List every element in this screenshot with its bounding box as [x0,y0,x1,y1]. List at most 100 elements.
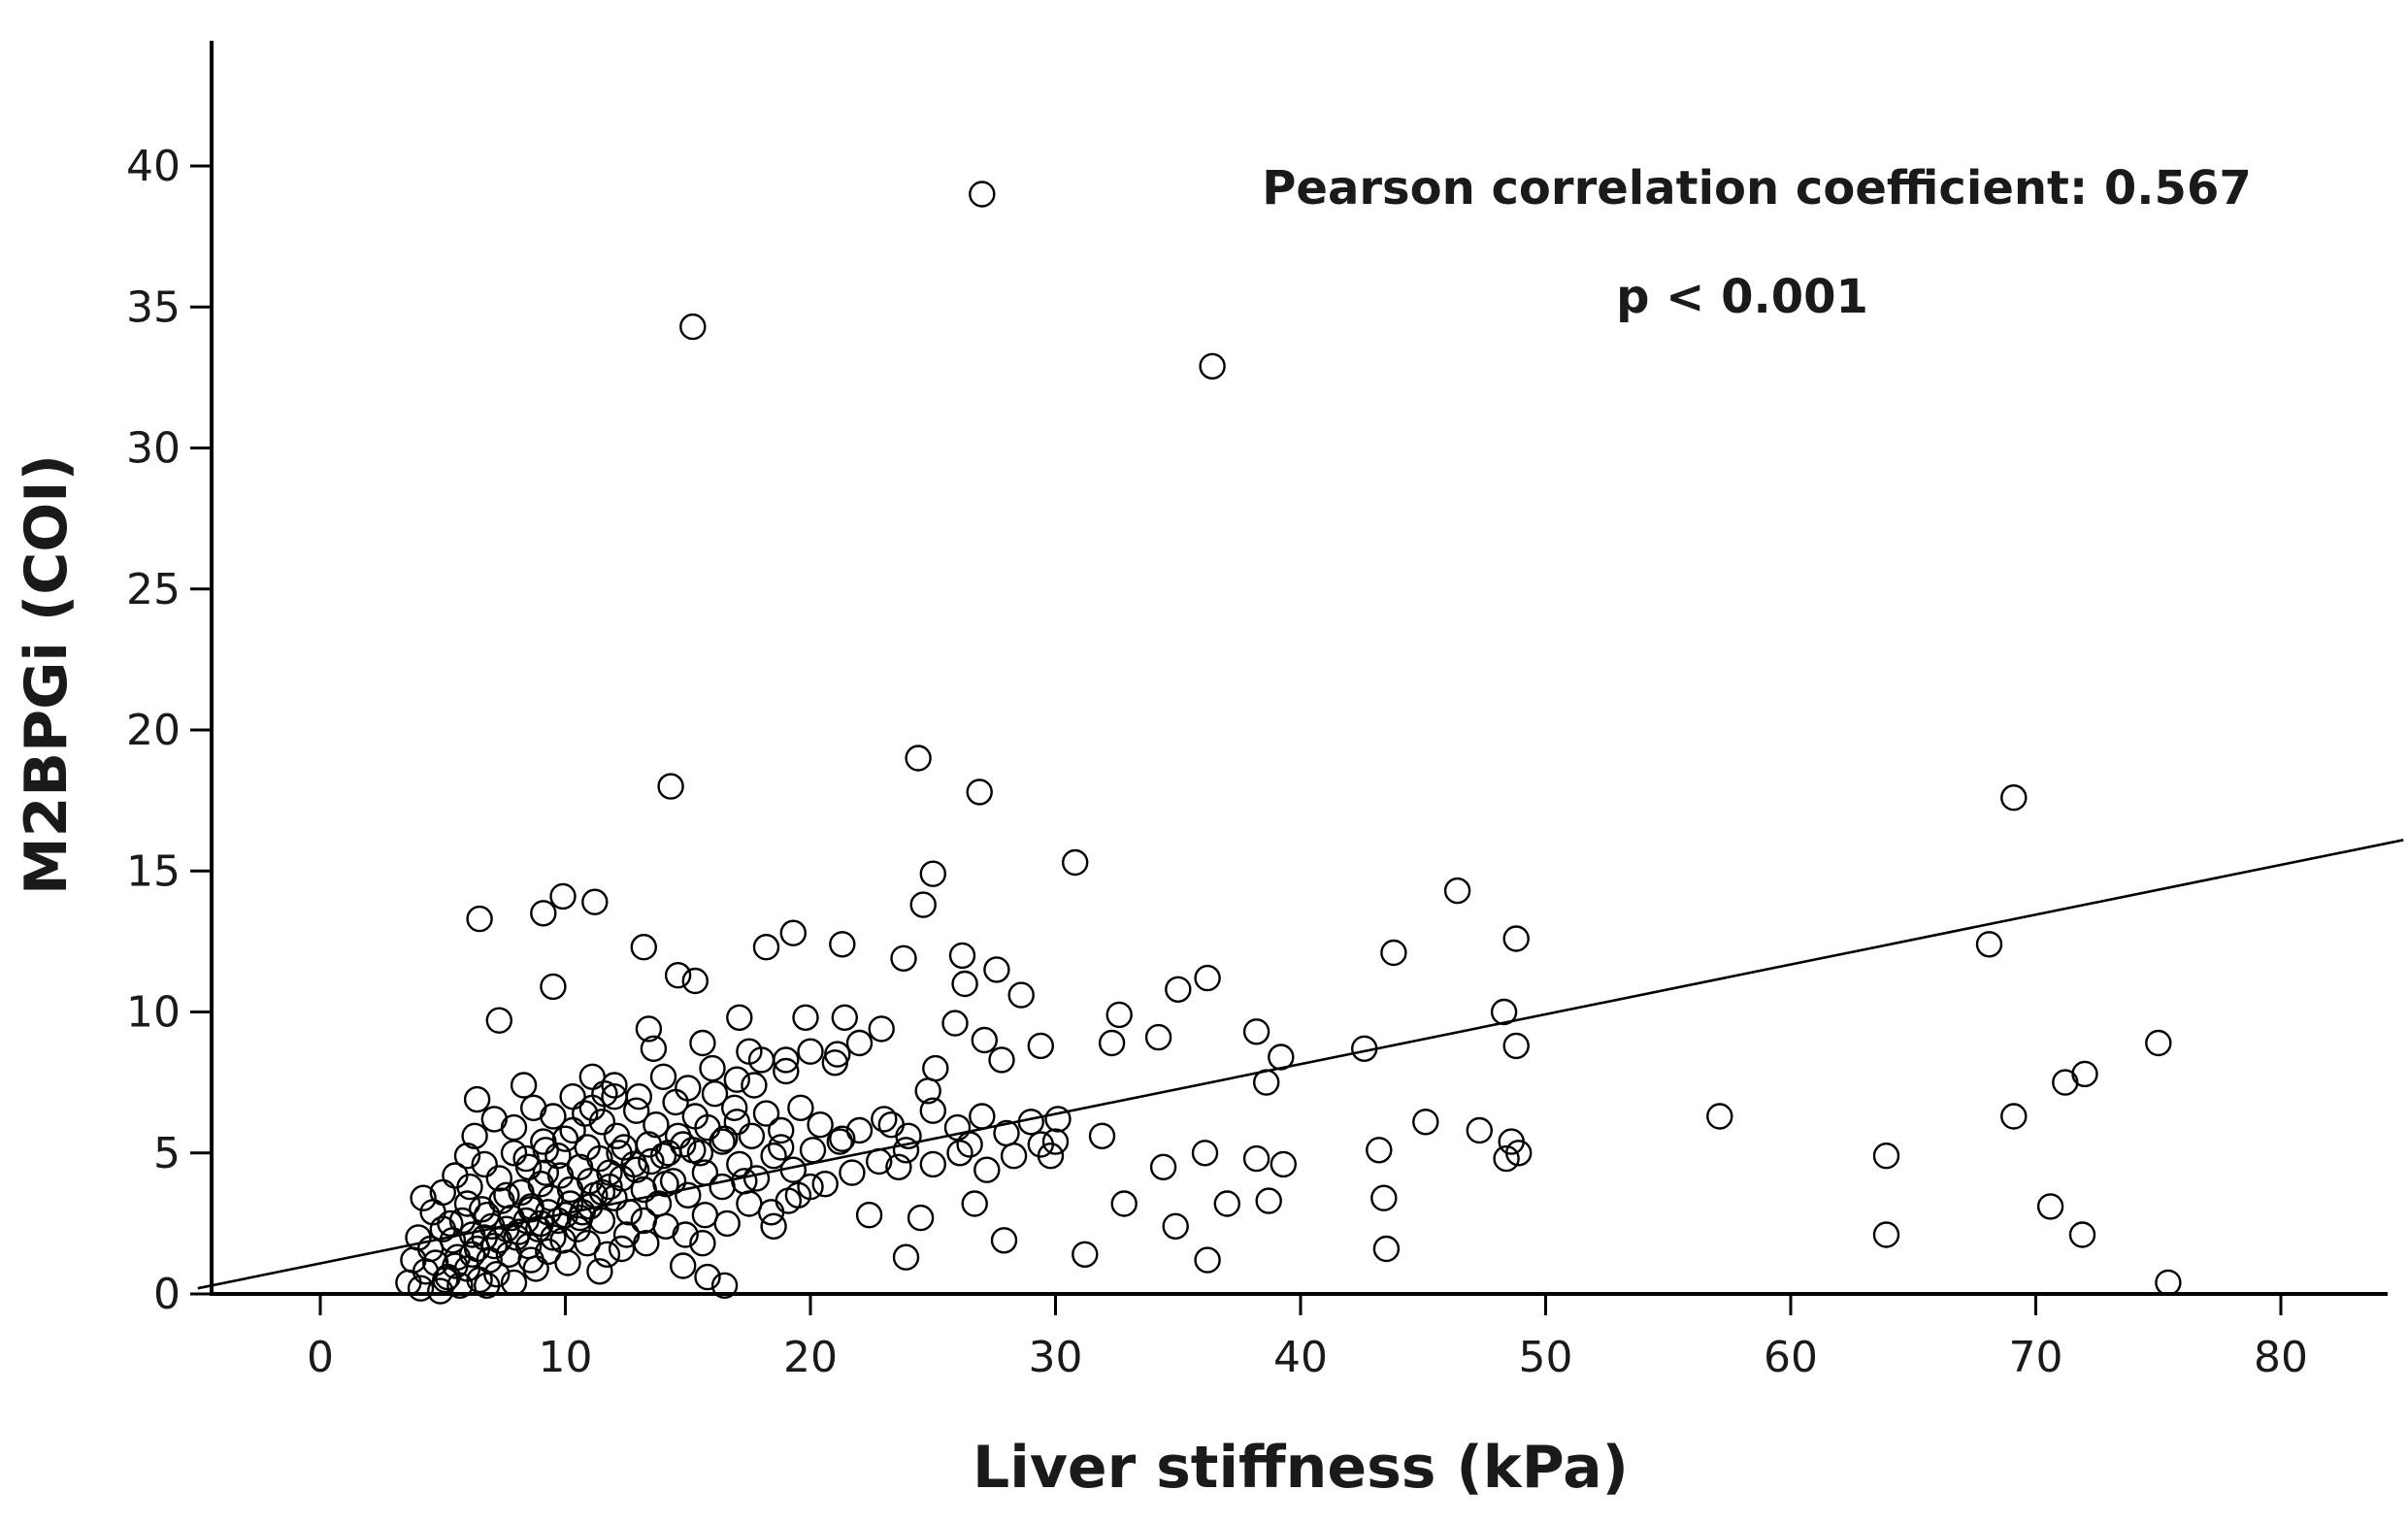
scatter-point [654,1140,682,1167]
scatter-point [784,1181,812,1209]
scatter-point [941,1010,969,1037]
scatter-point [943,1113,972,1142]
y-tick-label: 30 [126,424,181,474]
y-tick-label: 5 [153,1129,181,1178]
scatter-point [726,1004,753,1032]
scatter-point [601,1184,628,1211]
scatter-point [909,891,937,918]
p-value-annotation: p < 0.001 [1616,270,1868,324]
scatter-point [608,1235,636,1263]
scatter-point [615,1199,643,1226]
scatter-point [591,1079,618,1108]
scatter-point [691,1201,719,1229]
y-tick-label: 40 [126,142,181,191]
x-tick-label: 80 [2254,1333,2308,1382]
scatter-point [657,773,684,800]
scatter-point [532,1137,559,1164]
scatter-point [1213,1190,1241,1217]
scatter-point [593,1241,621,1269]
scatter-point [709,1173,736,1201]
scatter-point [1098,1029,1126,1057]
scatter-point [694,1263,721,1291]
scatter-point [630,934,657,961]
scatter-point [572,1100,599,1127]
scatter-point [709,1128,736,1155]
axes-layer [190,41,2388,1315]
scatter-point [824,1041,851,1068]
y-tick-label: 25 [126,565,181,614]
scatter-point [500,1269,528,1297]
y-tick-label: 10 [126,988,181,1038]
scatter-point [890,944,917,972]
scatter-point [1872,1221,1900,1248]
scatter-point [1242,1144,1270,1173]
scatter-point [675,1181,702,1209]
x-tick-label: 20 [783,1333,838,1382]
scatter-point [721,1094,748,1122]
scatter-point [966,779,993,806]
scatter-point [670,1131,697,1158]
scatter-point [1372,1235,1401,1263]
scatter-point [779,919,807,946]
y-tick-label: 20 [126,706,181,755]
scatter-point [2036,1193,2064,1220]
scatter-point [574,1229,601,1257]
scatter-point [638,1147,665,1176]
scatter-point [1072,1241,1099,1269]
scatter-point [601,1072,628,1099]
scatter-point [649,1063,677,1091]
scatter-point [1504,1140,1533,1167]
scatter-point [630,1207,657,1235]
scatter-point [407,1275,435,1302]
scatter-point [831,1004,858,1032]
y-axis-title: M2BPGi (COI) [13,454,81,895]
scatter-point [779,1156,807,1183]
scatter-point [1162,1212,1189,1241]
scatter-point [1017,1109,1045,1136]
scatter-point [799,1137,827,1164]
x-tick-label: 40 [1273,1333,1328,1382]
scatter-point [453,1142,481,1170]
x-tick-label: 50 [1519,1333,1573,1382]
scatter-point [1706,1103,1733,1130]
scatter-point [892,1137,920,1164]
scatter-point [866,1147,893,1176]
scatter-point [1144,1023,1172,1051]
scatter-point [922,1054,949,1082]
scatter-point [485,1165,512,1192]
scatter-point [461,1122,488,1150]
scatter-point [1268,1044,1295,1071]
scatter-point [554,1249,581,1276]
scatter-point [2000,1103,2028,1130]
scatter-point [581,888,609,915]
scatter-point [885,1153,912,1181]
scatter-point [643,1110,670,1139]
scatter-point [1149,1153,1177,1181]
x-tick-label: 10 [539,1333,593,1382]
y-tick-label: 35 [126,282,181,332]
scatter-point [1044,1106,1072,1133]
scatter-point [1165,976,1192,1003]
scatter-point [973,1156,1001,1183]
scatter-point [664,962,692,989]
scatter-point [845,1029,874,1057]
scatter-point [811,1170,839,1198]
scatter-point [726,1150,753,1178]
scatter-point [500,1140,528,1167]
scatter-point [747,1046,775,1074]
scatter-point [742,1165,771,1192]
scatter-point [551,1125,579,1152]
scatter-point [493,1181,520,1209]
scatter-point [826,1128,853,1155]
scatter-point [990,1227,1018,1254]
scatter-point [792,1004,819,1032]
scatter-point [1370,1184,1398,1211]
scatter-point [549,882,577,911]
scatter-point [1027,1131,1055,1158]
scatter-point [1443,877,1471,905]
scatter-point [1490,998,1518,1026]
scatter-point [1242,1018,1270,1045]
scatter-point [623,1097,650,1124]
scatter-point [485,1007,512,1034]
